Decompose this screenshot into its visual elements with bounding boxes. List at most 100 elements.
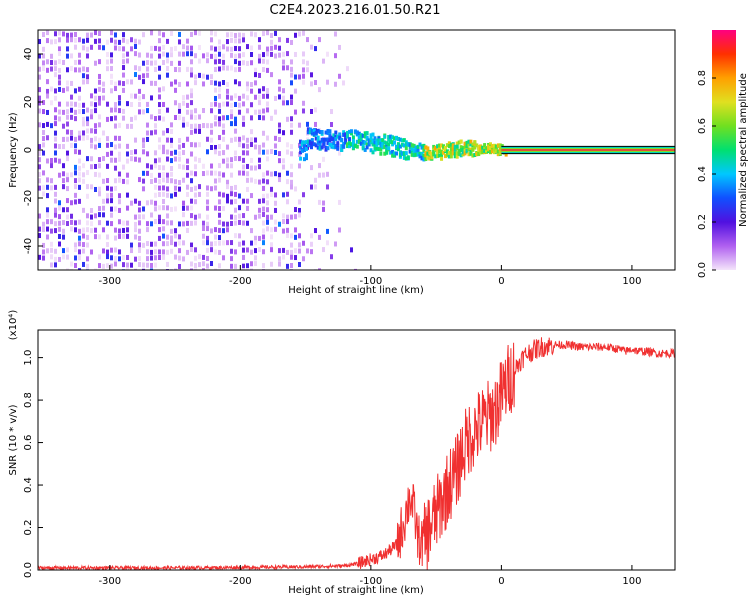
y-tick-label: 0.4 [23, 477, 34, 493]
heatmap-cell [126, 205, 129, 211]
heatmap-cell [154, 177, 157, 183]
heatmap-cell [222, 59, 225, 65]
heatmap-cell [278, 261, 281, 267]
signal-cell [465, 144, 469, 149]
heatmap-cell [62, 178, 65, 184]
heatmap-cell [122, 53, 125, 59]
heatmap-cell [254, 178, 257, 184]
heatmap-cell [82, 261, 85, 267]
heatmap-cell [250, 157, 253, 163]
heatmap-cell [262, 240, 265, 246]
heatmap-cell [138, 95, 141, 101]
heatmap-cell [190, 45, 193, 51]
heatmap-cell [262, 52, 265, 58]
heatmap-cell [86, 256, 89, 262]
signal-cell [408, 149, 412, 154]
signal-cell [422, 147, 426, 152]
heatmap-cell [270, 191, 273, 197]
signal-cell [318, 129, 322, 134]
heatmap-cell [194, 192, 197, 198]
signal-cell [389, 150, 393, 155]
heatmap-cell [214, 31, 217, 37]
chart-title: C2E4.2023.216.01.50.R21 [269, 3, 440, 18]
heatmap-cell [94, 95, 97, 101]
heatmap-cell [170, 165, 173, 171]
signal-cell [483, 148, 487, 153]
heatmap-cell [118, 100, 121, 106]
heatmap-cell [62, 144, 65, 150]
heatmap-cell [258, 213, 261, 219]
heatmap-cell [82, 172, 85, 178]
heatmap-cell [46, 93, 49, 99]
heatmap-cell [294, 51, 297, 57]
heatmap-cell [234, 67, 237, 73]
heatmap-cell [42, 109, 45, 115]
heatmap-cell [302, 192, 305, 198]
heatmap-cell [158, 227, 161, 233]
heatmap-cell [198, 157, 201, 163]
signal-cell [449, 154, 453, 159]
colorbar-tick-label: 0.6 [697, 118, 708, 134]
heatmap-cell [306, 37, 309, 43]
heatmap-cell [62, 171, 65, 177]
signal-cell [348, 137, 352, 142]
heatmap-cell [94, 136, 97, 142]
heatmap-cell [178, 144, 181, 150]
heatmap-cell [226, 179, 229, 185]
heatmap-cell [270, 242, 273, 248]
heatmap-cell [138, 101, 141, 107]
heatmap-cell [246, 177, 249, 183]
signal-cell [441, 150, 445, 155]
heatmap-cell [170, 248, 173, 254]
heatmap-cell [286, 179, 289, 185]
heatmap-cell [206, 221, 209, 227]
signal-cell [459, 145, 463, 150]
heatmap-cell [150, 30, 153, 36]
signal-cell [334, 144, 338, 149]
heatmap-cell [282, 247, 285, 253]
heatmap-cell [266, 219, 269, 225]
heatmap-cell [230, 109, 233, 115]
heatmap-cell [202, 240, 205, 246]
heatmap-cell [38, 39, 41, 45]
heatmap-cell [178, 51, 181, 57]
signal-cell [432, 150, 436, 155]
heatmap-cell [190, 114, 193, 120]
heatmap-cell [234, 191, 237, 197]
signal-cell [412, 153, 416, 158]
heatmap-cell [114, 227, 117, 233]
heatmap-cell [82, 109, 85, 115]
heatmap-cell [254, 255, 257, 261]
heatmap-cell [62, 254, 65, 260]
signal-cell [438, 153, 442, 158]
heatmap-cell [258, 100, 261, 106]
heatmap-cell [78, 130, 81, 136]
heatmap-cell [270, 234, 273, 240]
heatmap-cell [258, 144, 261, 150]
heatmap-cell [58, 226, 61, 232]
heatmap-cell [226, 32, 229, 38]
heatmap-cell [82, 73, 85, 79]
heatmap-cell [66, 268, 69, 270]
heatmap-cell [294, 207, 297, 213]
heatmap-cell [134, 44, 137, 50]
heatmap-cell [186, 220, 189, 226]
heatmap-cell [158, 249, 161, 255]
signal-cell [424, 153, 428, 158]
heatmap-cell [78, 241, 81, 247]
heatmap-cell [222, 136, 225, 142]
heatmap-cell [86, 32, 89, 38]
heatmap-cell [246, 81, 249, 87]
heatmap-cell [218, 81, 221, 87]
heatmap-cell [270, 261, 273, 267]
spectrogram-y-label: Frequency (Hz) [8, 112, 19, 188]
signal-cell [367, 142, 371, 147]
heatmap-cell [238, 213, 241, 219]
heatmap-cell [122, 59, 125, 65]
heatmap-cell [82, 116, 85, 122]
signal-cell [400, 151, 404, 156]
heatmap-cell [50, 262, 53, 268]
heatmap-cell [206, 58, 209, 64]
heatmap-cell [190, 129, 193, 135]
heatmap-cell [246, 95, 249, 101]
